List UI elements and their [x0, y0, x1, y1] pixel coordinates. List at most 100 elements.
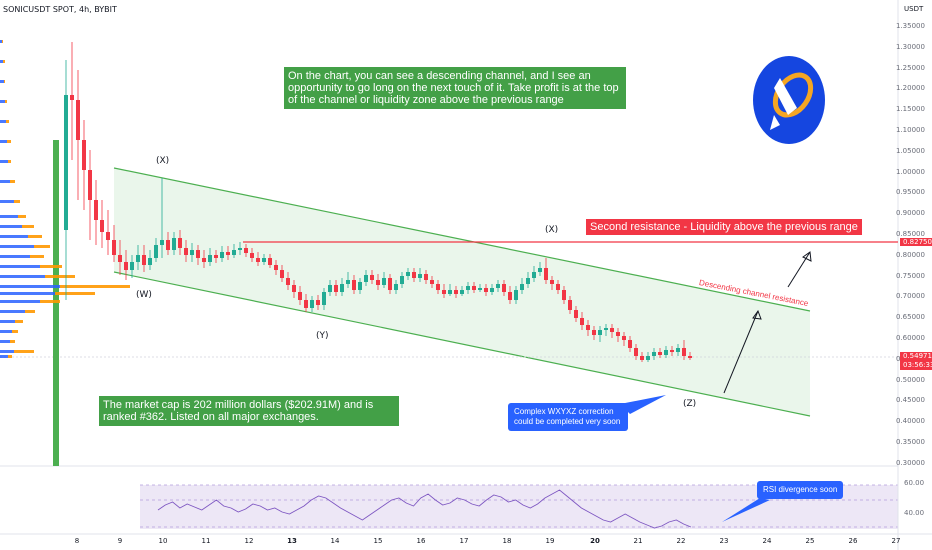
candle-body: [640, 356, 644, 360]
candle-body: [328, 285, 332, 292]
candle-body: [544, 268, 548, 280]
candle-body: [610, 328, 614, 332]
time-axis-label: 12: [244, 537, 254, 545]
candle-body: [82, 140, 86, 170]
price-axis-label: 0.45000: [896, 396, 925, 405]
candle-body: [238, 248, 242, 250]
candle-body: [580, 318, 584, 325]
price-unit-label: USDT: [904, 5, 924, 13]
time-axis-label: 10: [158, 537, 168, 545]
logo-rocket: [774, 78, 797, 115]
volume-profile-bar-sell: [34, 245, 50, 248]
price-axis-label: 0.70000: [896, 292, 925, 301]
candle-body: [592, 330, 596, 335]
volume-profile-bar: [0, 292, 55, 295]
volume-profile-bar: [0, 355, 8, 358]
time-axis-label: 8: [74, 537, 80, 545]
candle-body: [658, 352, 662, 355]
arrow-to-channel-head: [752, 309, 762, 320]
logo-flame: [770, 115, 780, 130]
candle-body: [568, 300, 572, 310]
candle-body: [430, 280, 434, 284]
candle-body: [196, 250, 200, 258]
candle-body: [526, 278, 530, 284]
candle-body: [208, 255, 212, 262]
candle-body: [118, 255, 122, 262]
candle-body: [682, 348, 686, 356]
candle-body: [346, 280, 350, 284]
candle-body: [688, 356, 692, 358]
candle-body: [502, 284, 506, 292]
time-axis-label: 14: [330, 537, 340, 545]
candle-body: [250, 253, 254, 258]
candle-body: [106, 232, 110, 240]
candle-body: [172, 238, 176, 250]
current-price-tag: 0.54971 03:56:33: [900, 352, 932, 370]
candle-body: [244, 248, 248, 253]
price-axis-label: 1.10000: [896, 126, 925, 134]
candle-body: [652, 352, 656, 356]
candle-body: [538, 268, 542, 272]
candle-body: [394, 284, 398, 290]
top-note: On the chart, you can see a descending c…: [284, 67, 626, 109]
volume-profile-bar: [0, 235, 28, 238]
candle-body: [202, 258, 206, 262]
candle-body: [490, 288, 494, 292]
price-axis-label: 0.75000: [896, 271, 925, 280]
volume-profile-bar-sell: [25, 310, 35, 313]
candle-body: [130, 262, 134, 270]
rsi-note-pointer: [722, 498, 770, 522]
candle-body: [154, 245, 158, 258]
candle-body: [472, 286, 476, 290]
candle-body: [232, 250, 236, 255]
candle-body: [664, 350, 668, 355]
arrow-to-channel: [723, 310, 759, 394]
volume-profile-bar: [0, 40, 2, 43]
candle-body: [310, 300, 314, 308]
volume-profile-bar-sell: [14, 200, 20, 203]
candle-body: [124, 262, 128, 270]
time-axis-label: 15: [373, 537, 383, 545]
resistance-price-tag: 0.82750: [900, 238, 932, 246]
candle-body: [214, 255, 218, 258]
candle-body: [286, 278, 290, 285]
candle-body: [376, 280, 380, 285]
candle-body: [532, 272, 536, 278]
channel-upper-line: [113, 167, 811, 312]
arrow-to-resistance: [787, 251, 811, 288]
price-axis-label: 0.35000: [896, 438, 925, 446]
candle-body: [88, 170, 92, 200]
volume-profile-bar: [0, 180, 10, 183]
time-axis-label: 11: [201, 537, 211, 545]
price-axis-label: 1.05000: [896, 146, 925, 155]
time-axis-label: 9: [117, 537, 123, 545]
volume-profile-bar: [0, 340, 10, 343]
candle-countdown: 03:56:33: [903, 361, 932, 369]
candle-body: [616, 332, 620, 336]
candle-body: [406, 272, 410, 276]
wave-label-x1: (X): [156, 156, 170, 166]
volume-profile-bar: [0, 200, 14, 203]
candle-body: [340, 284, 344, 292]
volume-profile-bar-sell: [7, 140, 11, 143]
time-axis-label: 13: [287, 537, 297, 545]
volume-profile-bar: [0, 330, 12, 333]
volume-profile-bar-sell: [22, 225, 34, 228]
candle-body: [274, 265, 278, 270]
candle-body: [514, 290, 518, 300]
candle-body: [112, 240, 116, 255]
volume-profile-bar-sell: [6, 120, 9, 123]
rsi-label-60: 60.00: [904, 479, 925, 487]
volume-profile-bar-sell: [30, 255, 44, 258]
price-axis-label: 1.35000: [896, 22, 925, 30]
candle-body: [460, 290, 464, 294]
candle-body: [298, 292, 302, 300]
volume-profile-bar-sell: [8, 160, 11, 163]
candle-body: [292, 285, 296, 292]
volume-profile-bar-sell: [4, 80, 5, 83]
candle-body: [160, 240, 164, 245]
candle-body: [478, 288, 482, 290]
candle-body: [190, 250, 194, 255]
candle-body: [442, 290, 446, 294]
